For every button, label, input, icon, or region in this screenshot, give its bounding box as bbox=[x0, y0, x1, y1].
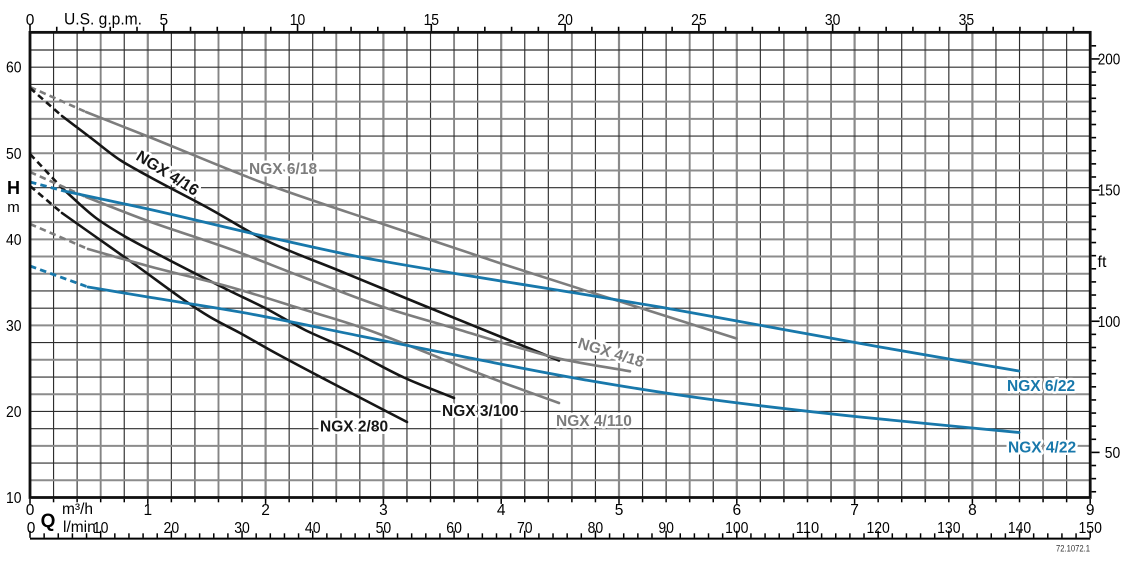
svg-text:1: 1 bbox=[143, 502, 152, 519]
svg-text:80: 80 bbox=[588, 520, 604, 537]
svg-text:50: 50 bbox=[1105, 445, 1121, 462]
svg-text:100: 100 bbox=[725, 520, 749, 537]
svg-text:130: 130 bbox=[937, 520, 961, 537]
svg-text:m: m bbox=[7, 199, 20, 216]
svg-text:NGX 3/100: NGX 3/100 bbox=[442, 403, 519, 420]
svg-text:50: 50 bbox=[376, 520, 392, 537]
svg-text:NGX 4/110: NGX 4/110 bbox=[556, 413, 632, 430]
svg-text:ft: ft bbox=[1098, 254, 1107, 271]
svg-text:0: 0 bbox=[27, 520, 36, 537]
svg-text:30: 30 bbox=[234, 520, 250, 537]
svg-text:0: 0 bbox=[26, 12, 35, 29]
svg-text:40: 40 bbox=[6, 232, 22, 249]
svg-text:6: 6 bbox=[732, 502, 741, 519]
svg-text:200: 200 bbox=[1098, 51, 1121, 68]
svg-text:7: 7 bbox=[850, 502, 859, 519]
svg-text:0: 0 bbox=[26, 502, 35, 519]
svg-text:150: 150 bbox=[1098, 183, 1121, 200]
svg-text:40: 40 bbox=[305, 520, 321, 537]
svg-text:60: 60 bbox=[446, 520, 462, 537]
svg-text:H: H bbox=[7, 178, 20, 198]
svg-text:NGX 6/22: NGX 6/22 bbox=[1007, 378, 1075, 395]
svg-text:NGX 6/18: NGX 6/18 bbox=[249, 161, 317, 178]
svg-text:m³/h: m³/h bbox=[62, 501, 93, 518]
svg-text:NGX 4/22: NGX 4/22 bbox=[1008, 440, 1076, 457]
svg-text:3: 3 bbox=[379, 502, 388, 519]
svg-text:U.S. g.p.m.: U.S. g.p.m. bbox=[64, 11, 142, 29]
svg-text:30: 30 bbox=[6, 318, 22, 335]
svg-text:150: 150 bbox=[1079, 520, 1103, 537]
svg-text:110: 110 bbox=[796, 520, 820, 537]
svg-text:Q: Q bbox=[41, 511, 56, 532]
svg-text:140: 140 bbox=[1008, 520, 1032, 537]
svg-text:35: 35 bbox=[959, 12, 975, 29]
svg-text:100: 100 bbox=[1098, 314, 1121, 331]
svg-text:9: 9 bbox=[1086, 502, 1095, 519]
svg-text:15: 15 bbox=[424, 12, 440, 29]
svg-text:70: 70 bbox=[517, 520, 533, 537]
svg-text:20: 20 bbox=[6, 404, 22, 421]
svg-text:2: 2 bbox=[261, 502, 270, 519]
svg-text:4: 4 bbox=[497, 502, 506, 519]
svg-text:72.1072.1: 72.1072.1 bbox=[1056, 544, 1090, 554]
svg-text:20: 20 bbox=[557, 12, 573, 29]
svg-text:5: 5 bbox=[159, 12, 168, 29]
svg-text:l/min: l/min bbox=[63, 519, 96, 536]
svg-text:10: 10 bbox=[6, 490, 22, 507]
svg-text:5: 5 bbox=[615, 502, 624, 519]
svg-text:20: 20 bbox=[164, 520, 180, 537]
svg-text:8: 8 bbox=[968, 502, 977, 519]
svg-text:60: 60 bbox=[6, 60, 22, 77]
svg-text:120: 120 bbox=[866, 520, 890, 537]
svg-text:10: 10 bbox=[290, 12, 306, 29]
svg-text:30: 30 bbox=[825, 12, 841, 29]
svg-text:10: 10 bbox=[93, 520, 109, 537]
svg-text:NGX 2/80: NGX 2/80 bbox=[320, 419, 388, 436]
svg-text:90: 90 bbox=[658, 520, 674, 537]
svg-text:50: 50 bbox=[6, 146, 22, 163]
svg-text:25: 25 bbox=[691, 12, 707, 29]
